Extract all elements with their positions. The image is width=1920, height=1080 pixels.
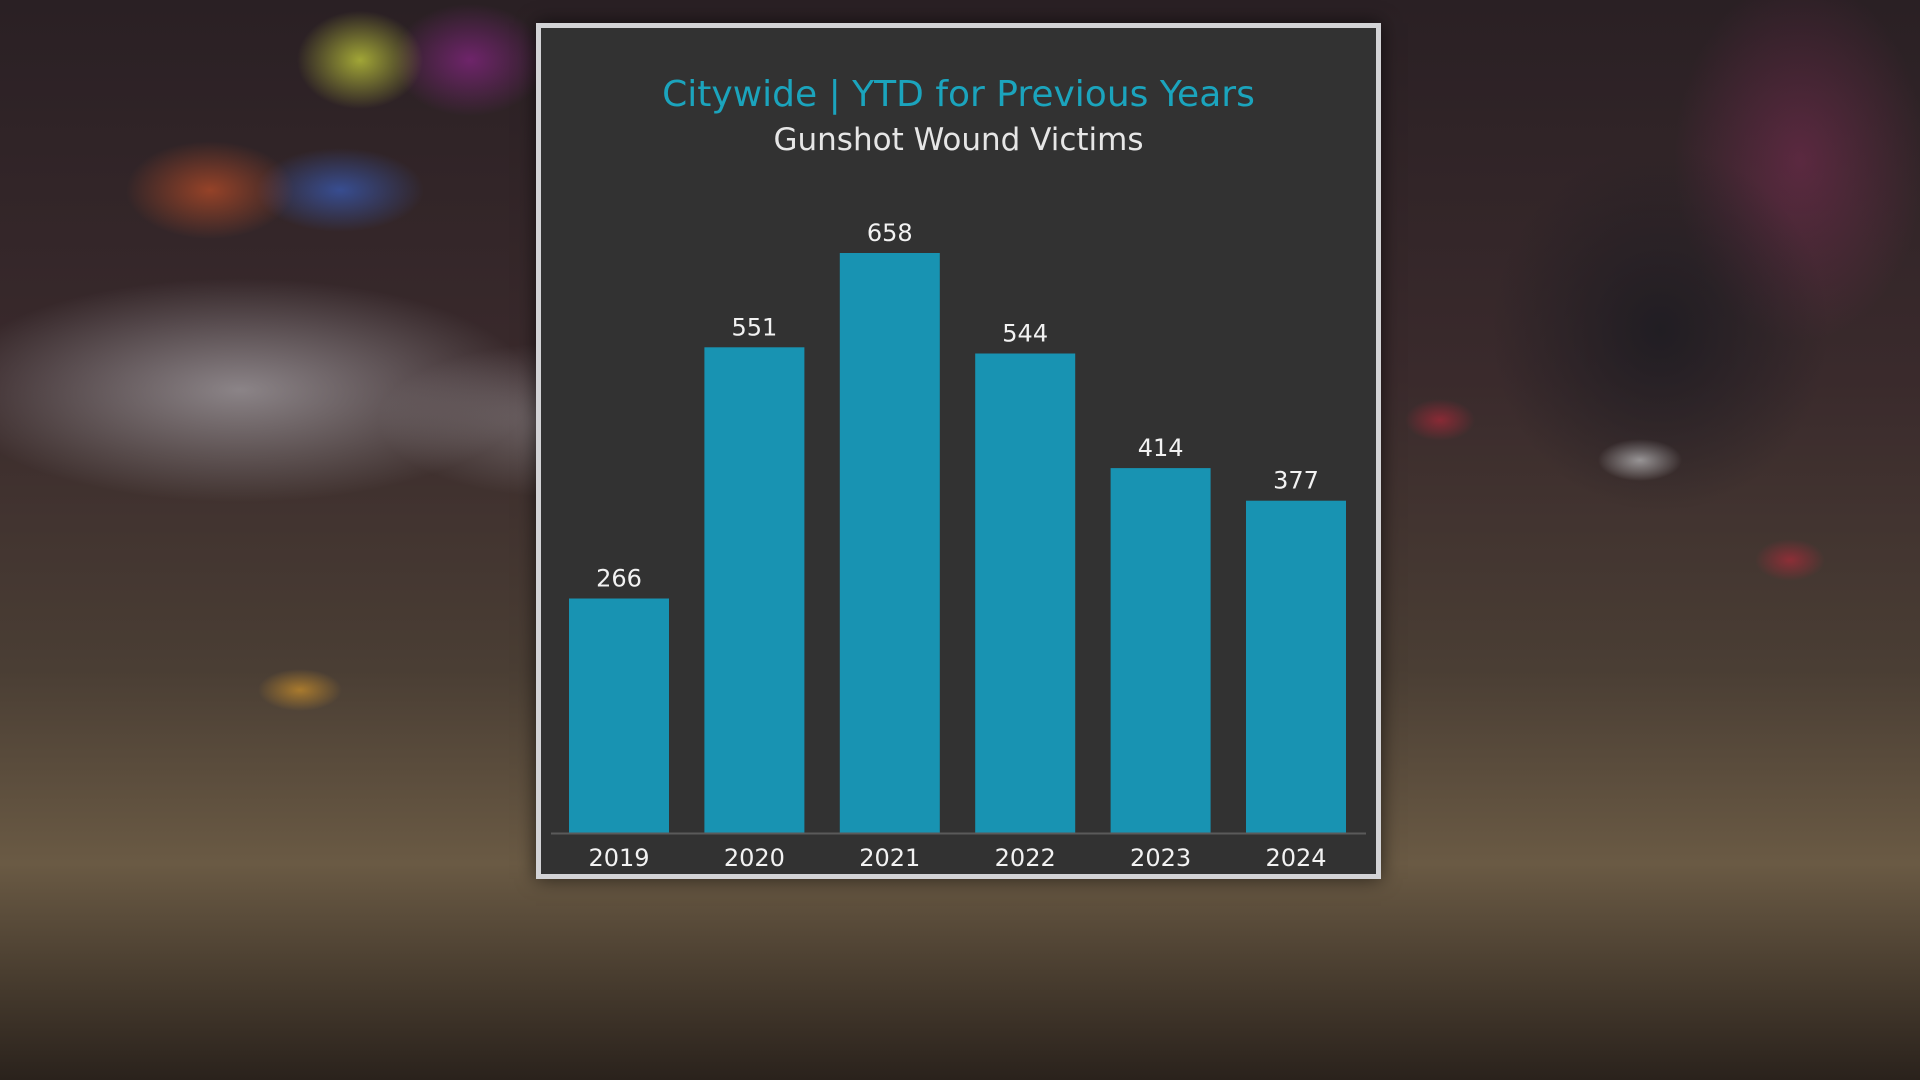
chart-panel: Citywide | YTD for Previous Years Gunsho… <box>536 23 1381 879</box>
category-label-2023: 2023 <box>1130 844 1191 872</box>
bar-2024 <box>1246 500 1346 833</box>
bar-2021 <box>839 253 940 833</box>
bar-2020 <box>704 347 805 833</box>
chart-title: Citywide | YTD for Previous Years <box>662 74 1255 115</box>
value-label-2021: 658 <box>867 219 913 247</box>
bar-chart: 266 2019 551 2020 658 2021 544 2022 414 2023 377 20… <box>551 219 1366 872</box>
bar-2019 <box>569 598 669 833</box>
value-label-2023: 414 <box>1138 434 1184 462</box>
category-label-2024: 2024 <box>1265 844 1326 872</box>
value-label-2024: 377 <box>1273 467 1319 495</box>
category-label-2020: 2020 <box>724 844 785 872</box>
category-label-2022: 2022 <box>995 844 1056 872</box>
category-label-2021: 2021 <box>859 844 920 872</box>
value-label-2022: 544 <box>1002 320 1048 348</box>
bar-2023 <box>1110 468 1211 833</box>
category-label-2019: 2019 <box>588 844 649 872</box>
bars-group <box>569 253 1346 833</box>
value-label-2019: 266 <box>596 565 642 593</box>
value-label-2020: 551 <box>731 313 777 341</box>
labels-group: 266 2019 551 2020 658 2021 544 2022 414 2023 377 20… <box>588 219 1326 872</box>
chart-subtitle: Gunshot Wound Victims <box>773 122 1144 158</box>
bar-2022 <box>975 353 1076 833</box>
